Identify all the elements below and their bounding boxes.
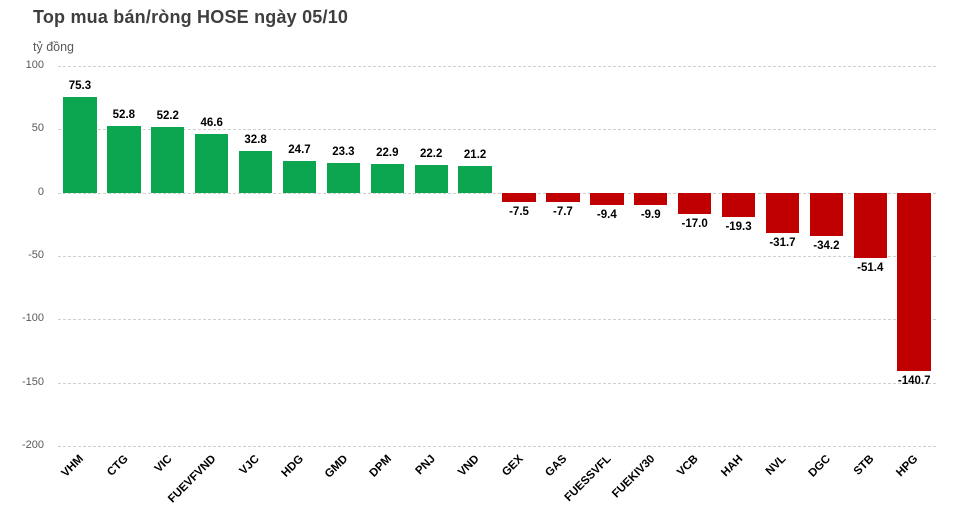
y-tick-label--50: -50 <box>28 249 44 261</box>
value-label-DGC: -34.2 <box>813 239 840 252</box>
y-tick-label-100: 100 <box>25 59 44 71</box>
bar-slot-STB: -51.4 STB <box>848 66 892 478</box>
bar-slot-HAH: -19.3 HAH <box>717 66 761 479</box>
bar-VIC <box>151 126 185 193</box>
bar-slot-FUEVFVND: 46.6 FUEVFVND <box>166 66 234 505</box>
bar-GMD <box>326 163 361 193</box>
bar-HPG <box>897 192 931 371</box>
category-label-VND: VND <box>455 453 482 479</box>
bar-slot-VHM: 75.3 VHM <box>58 66 102 480</box>
bar-slot-VCB: -17.0 VCB <box>673 66 717 479</box>
bar-slot-FUEKIV30: -9.9 FUEKIV30 <box>610 66 673 500</box>
bar-slot-PNJ: 22.2 PNJ <box>409 66 453 477</box>
category-label-HDG: HDG <box>279 453 306 480</box>
gridline--200 <box>58 446 936 447</box>
category-label-GEX: GEX <box>499 453 526 479</box>
bar-VND <box>458 165 492 193</box>
category-label-CTG: CTG <box>104 453 131 479</box>
y-tick-label-50: 50 <box>31 122 44 135</box>
y-tick-label--200: -200 <box>21 439 44 451</box>
bar-GEX <box>502 192 536 203</box>
category-label-VJC: VJC <box>237 453 263 478</box>
y-tick-label--100: -100 <box>21 312 44 325</box>
bar-slot-CTG: 52.8 CTG <box>102 66 146 479</box>
category-label-DGC: DGC <box>806 453 833 480</box>
bar-STB <box>853 192 887 258</box>
value-label-CTG: 52.8 <box>112 108 136 121</box>
bar-FUEKIV30 <box>634 192 668 206</box>
gridline--50 <box>58 256 936 257</box>
category-label-STB: STB <box>852 453 877 478</box>
category-label-GAS: GAS <box>543 453 570 480</box>
category-label-HPG: HPG <box>894 453 921 480</box>
gridline-50 <box>58 129 936 131</box>
value-label-PNJ: 22.2 <box>420 147 443 160</box>
bar-slot-NVL: -31.7 NVL <box>761 66 805 478</box>
bar-slot-VIC: 52.2 VIC <box>146 66 190 475</box>
bar-slot-GMD: 23.3 GMD <box>321 66 365 480</box>
value-label-VJC: 32.8 <box>244 134 267 147</box>
bar-slot-GAS: -7.7 GAS <box>541 66 585 479</box>
bar-DGC <box>809 192 844 236</box>
value-label-HAH: -19.3 <box>725 221 752 234</box>
category-label-NVL: NVL <box>764 453 789 478</box>
bar-slot-HDG: 24.7 HDG <box>278 66 322 480</box>
value-label-GEX: -7.5 <box>509 206 529 219</box>
bar-slot-DPM: 22.9 DPM <box>365 66 409 480</box>
bar-slot-HPG: -140.7 HPG <box>892 66 936 479</box>
category-label-DPM: DPM <box>367 453 394 480</box>
bar-HDG <box>282 161 317 193</box>
value-label-HDG: 24.7 <box>288 144 311 157</box>
bar-slot-FUESSVFL: -9.4 FUESSVFL <box>562 66 629 504</box>
category-label-FUESSVFL: FUESSVFL <box>562 453 614 504</box>
y-axis-unit-label: tỷ đồng <box>33 40 75 54</box>
value-label-FUEVFVND: 46.6 <box>200 116 223 129</box>
category-label-FUEKIV30: FUEKIV30 <box>609 453 658 501</box>
bar-HAH <box>721 192 756 218</box>
value-label-VCB: -17.0 <box>681 218 708 231</box>
bar-PNJ <box>414 164 448 193</box>
plot-area: 75.3 VHM 52.8 CTG 52.2 VIC 46.6 FUEVFVND 32.8 VJC… <box>58 66 936 505</box>
bar-VHM <box>63 97 97 193</box>
y-tick-label--150: -150 <box>21 375 44 388</box>
bar-DPM <box>370 163 404 193</box>
category-label-GMD: GMD <box>322 453 350 481</box>
gridline--100 <box>58 319 936 321</box>
bar-CTG <box>107 125 141 193</box>
value-label-GAS: -7.7 <box>553 206 573 219</box>
value-label-VHM: 75.3 <box>68 80 92 93</box>
category-label-PNJ: PNJ <box>413 453 438 478</box>
value-label-STB: -51.4 <box>857 261 884 274</box>
bar-VJC <box>238 151 273 193</box>
bar-VCB <box>677 192 712 215</box>
chart-title: Top mua bán/ròng HOSE ngày 05/10 <box>33 7 349 27</box>
value-label-FUEKIV30: -9.9 <box>640 209 661 222</box>
bar-slot-VND: 21.2 VND <box>453 66 497 479</box>
bar-slot-DGC: -34.2 DGC <box>804 66 848 480</box>
value-label-FUESSVFL: -9.4 <box>596 208 617 221</box>
value-label-GMD: 23.3 <box>332 146 355 159</box>
bar-FUEVFVND <box>194 133 229 193</box>
bars-container: 75.3 VHM 52.8 CTG 52.2 VIC 46.6 FUEVFVND 32.8 VJC… <box>58 66 936 505</box>
value-label-DPM: 22.9 <box>376 146 399 159</box>
category-label-VIC: VIC <box>152 453 175 476</box>
gridline-0 <box>58 192 936 194</box>
bar-NVL <box>765 192 800 233</box>
value-label-NVL: -31.7 <box>769 236 796 249</box>
value-label-VND: 21.2 <box>463 148 487 161</box>
bar-FUESSVFL <box>590 192 624 205</box>
value-label-HPG: -140.7 <box>897 374 931 387</box>
y-tick-label-0: 0 <box>37 185 44 198</box>
bar-slot-GEX: -7.5 GEX <box>497 66 541 479</box>
bar-GAS <box>546 192 580 203</box>
gridline-100 <box>58 66 936 67</box>
category-label-VHM: VHM <box>59 453 87 480</box>
category-label-VCB: VCB <box>675 453 702 479</box>
value-label-VIC: 52.2 <box>156 109 179 122</box>
category-label-HAH: HAH <box>718 453 746 480</box>
gridline--150 <box>58 382 936 384</box>
bar-slot-VJC: 32.8 VJC <box>234 66 278 477</box>
